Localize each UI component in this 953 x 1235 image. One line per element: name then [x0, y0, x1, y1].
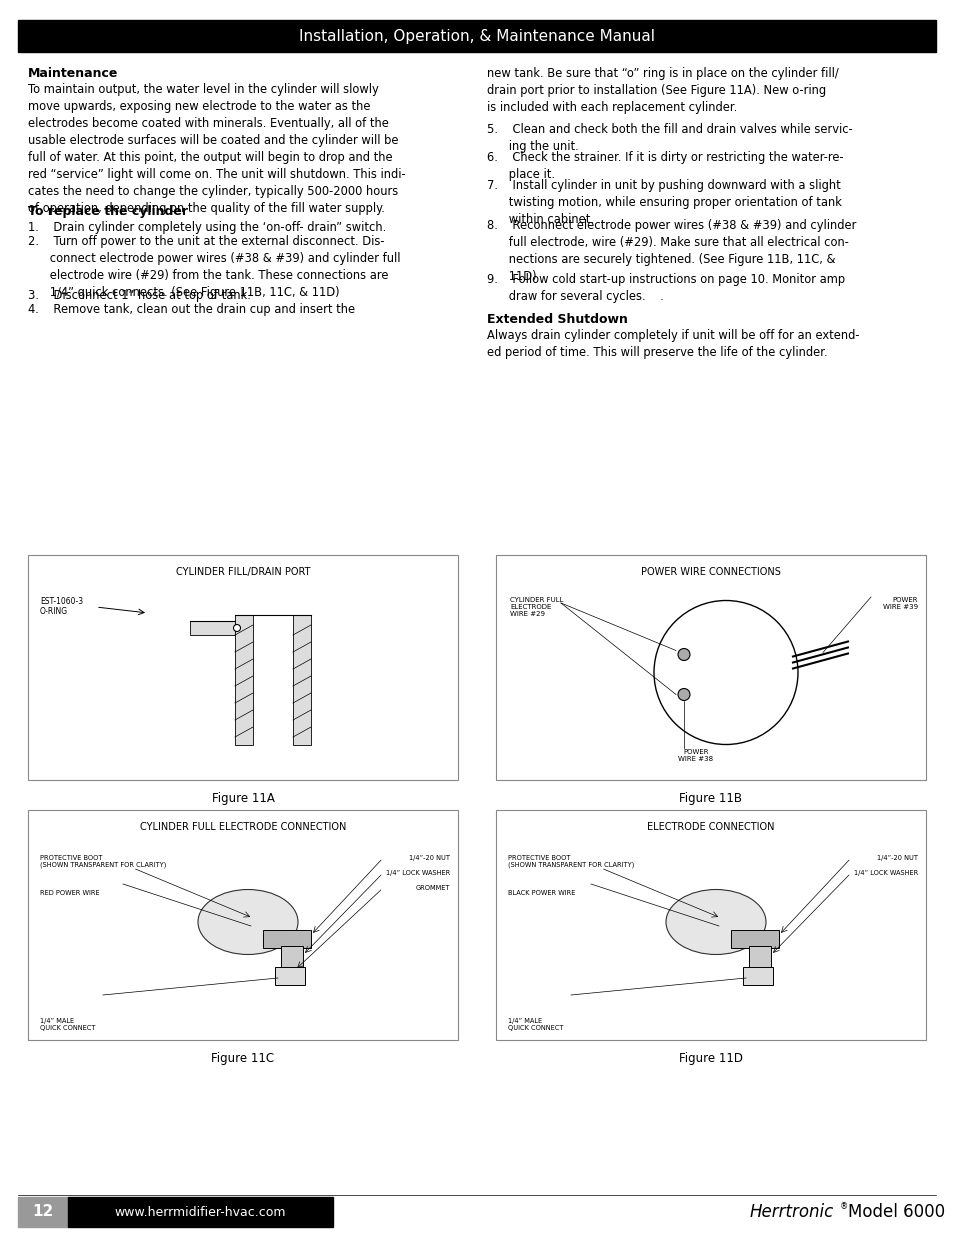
Text: Figure 11B: Figure 11B [679, 792, 741, 805]
Text: 1/4” LOCK WASHER: 1/4” LOCK WASHER [385, 869, 450, 876]
Text: 12: 12 [32, 1204, 53, 1219]
Text: Extended Shutdown: Extended Shutdown [486, 312, 627, 326]
Text: Maintenance: Maintenance [28, 67, 118, 80]
Text: Herrtronic: Herrtronic [749, 1203, 833, 1221]
Text: 1/4” LOCK WASHER: 1/4” LOCK WASHER [853, 869, 917, 876]
Text: GROMMET: GROMMET [416, 885, 450, 890]
Text: EST-1060-3
O-RING: EST-1060-3 O-RING [40, 597, 83, 616]
Bar [18, 20, 935, 52]
Bar [281, 946, 303, 968]
Bar [68, 1197, 333, 1228]
Text: Installation, Operation, & Maintenance Manual: Installation, Operation, & Maintenance M… [298, 28, 655, 43]
Text: ®: ® [840, 1203, 847, 1212]
Bar [18, 1197, 68, 1228]
Circle shape [233, 625, 240, 631]
Text: 3.    Disconnect 1” hose at top of tank.: 3. Disconnect 1” hose at top of tank. [28, 289, 251, 303]
Bar [190, 621, 234, 635]
Text: Always drain cylinder completely if unit will be off for an extend-
ed period of: Always drain cylinder completely if unit… [486, 329, 859, 359]
Text: 1/4” MALE
QUICK CONNECT: 1/4” MALE QUICK CONNECT [40, 1018, 95, 1031]
Text: RED POWER WIRE: RED POWER WIRE [40, 890, 99, 897]
Text: PROTECTIVE BOOT
(SHOWN TRANSPARENT FOR CLARITY): PROTECTIVE BOOT (SHOWN TRANSPARENT FOR C… [507, 855, 634, 868]
Text: BLACK POWER WIRE: BLACK POWER WIRE [507, 890, 575, 897]
Text: POWER WIRE CONNECTIONS: POWER WIRE CONNECTIONS [640, 567, 781, 577]
Text: POWER
WIRE #38: POWER WIRE #38 [678, 748, 713, 762]
Text: Model 6000: Model 6000 [847, 1203, 944, 1221]
Text: 2.    Turn off power to the unit at the external disconnect. Dis-
      connect : 2. Turn off power to the unit at the ext… [28, 235, 400, 299]
Bar [748, 946, 770, 968]
Bar [496, 555, 925, 781]
Ellipse shape [198, 889, 297, 955]
Text: ELECTRODE CONNECTION: ELECTRODE CONNECTION [646, 823, 774, 832]
Text: 5.    Clean and check both the fill and drain valves while servic-
      ing the: 5. Clean and check both the fill and dra… [486, 124, 852, 153]
Text: Figure 11C: Figure 11C [212, 1052, 274, 1065]
Text: CYLINDER FILL/DRAIN PORT: CYLINDER FILL/DRAIN PORT [175, 567, 310, 577]
Circle shape [654, 600, 797, 745]
Text: 1/4”-20 NUT: 1/4”-20 NUT [409, 855, 450, 861]
Text: 8.    Reconnect electrode power wires (#38 & #39) and cylinder
      full electr: 8. Reconnect electrode power wires (#38 … [486, 219, 856, 283]
Bar [263, 930, 311, 948]
Text: www.herrmidifier-hvac.com: www.herrmidifier-hvac.com [114, 1205, 286, 1219]
Text: new tank. Be sure that “o” ring is in place on the cylinder fill/
drain port pri: new tank. Be sure that “o” ring is in pl… [486, 67, 838, 114]
Text: CYLINDER FULL ELECTRODE CONNECTION: CYLINDER FULL ELECTRODE CONNECTION [140, 823, 346, 832]
Bar [28, 555, 457, 781]
Text: 1.    Drain cylinder completely using the ‘on-off- drain” switch.: 1. Drain cylinder completely using the ‘… [28, 221, 386, 233]
Text: CYLINDER FULL
ELECTRODE
WIRE #29: CYLINDER FULL ELECTRODE WIRE #29 [510, 597, 563, 618]
Bar [496, 810, 925, 1040]
Bar [28, 810, 457, 1040]
Text: To maintain output, the water level in the cylinder will slowly
move upwards, ex: To maintain output, the water level in t… [28, 83, 405, 215]
Text: 7.    Install cylinder in unit by pushing downward with a slight
      twisting : 7. Install cylinder in unit by pushing d… [486, 179, 841, 226]
Text: 9.    Follow cold start-up instructions on page 10. Monitor amp
      draw for s: 9. Follow cold start-up instructions on … [486, 273, 844, 303]
Text: To replace the cylinder: To replace the cylinder [28, 205, 188, 219]
Text: POWER
WIRE #39: POWER WIRE #39 [882, 597, 917, 610]
Text: Figure 11D: Figure 11D [679, 1052, 742, 1065]
Text: Figure 11A: Figure 11A [212, 792, 274, 805]
Bar [730, 930, 779, 948]
Circle shape [678, 688, 689, 700]
Text: 4.    Remove tank, clean out the drain cup and insert the: 4. Remove tank, clean out the drain cup … [28, 303, 355, 316]
Text: 1/4” MALE
QUICK CONNECT: 1/4” MALE QUICK CONNECT [507, 1018, 563, 1031]
Bar [293, 615, 311, 745]
Bar [234, 615, 253, 745]
Circle shape [678, 648, 689, 661]
Ellipse shape [665, 889, 765, 955]
Bar [274, 967, 305, 986]
Text: PROTECTIVE BOOT
(SHOWN TRANSPARENT FOR CLARITY): PROTECTIVE BOOT (SHOWN TRANSPARENT FOR C… [40, 855, 166, 868]
Text: 6.    Check the strainer. If it is dirty or restricting the water-re-
      plac: 6. Check the strainer. If it is dirty or… [486, 151, 842, 182]
Bar [742, 967, 772, 986]
Text: 1/4”-20 NUT: 1/4”-20 NUT [876, 855, 917, 861]
